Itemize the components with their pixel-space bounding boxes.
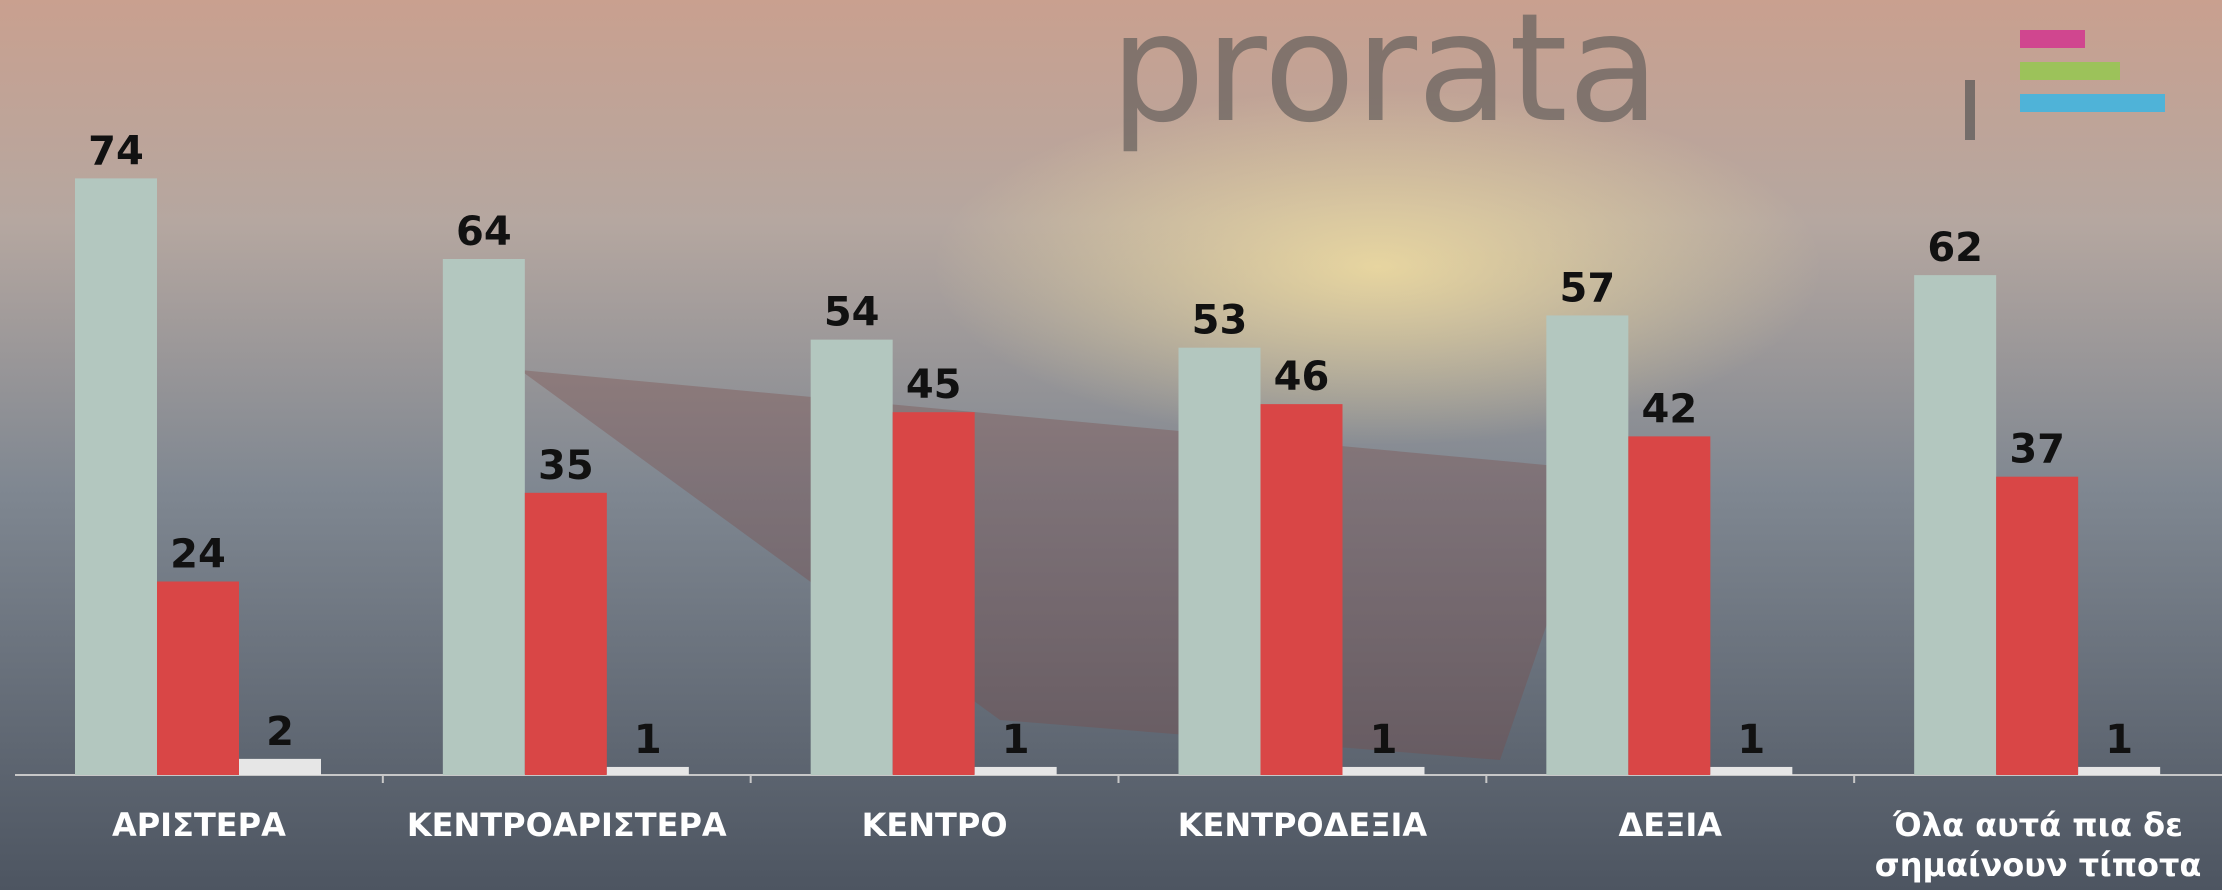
value-label: 1	[2105, 717, 2133, 763]
bar	[443, 259, 525, 775]
x-tick-label: ΚΕΝΤΡΟΑΡΙΣΤΕΡΑ	[397, 805, 737, 845]
bar	[239, 759, 321, 775]
value-label: 1	[1002, 717, 1030, 763]
x-tick-label: ΚΕΝΤΡΟΔΕΞΙΑ	[1132, 805, 1472, 845]
bar	[975, 767, 1057, 775]
value-label: 1	[1370, 717, 1398, 763]
x-tick-label: ΑΡΙΣΤΕΡΑ	[29, 805, 369, 845]
bar	[157, 582, 239, 776]
value-label: 62	[1927, 225, 1983, 271]
bar	[525, 493, 607, 775]
value-label: 1	[1737, 717, 1765, 763]
value-label: 74	[88, 128, 144, 174]
bar	[2078, 767, 2160, 775]
page: prorata 74 24 2 64 35 1 54 45 1 53 46 1 57 42 1 62 37 1 Α…	[0, 0, 2222, 890]
value-label: 37	[2009, 427, 2065, 473]
logo-stripe	[2020, 94, 2165, 112]
bar	[1261, 404, 1343, 775]
x-tick-label: ΚΕΝΤΡΟ	[765, 805, 1105, 845]
value-label: 54	[824, 290, 880, 336]
logo-bar	[1965, 80, 1975, 140]
logo: prorata	[1110, 0, 1660, 156]
bar	[1628, 436, 1710, 775]
value-label: 53	[1192, 298, 1248, 344]
bar	[1914, 275, 1996, 775]
bar	[1996, 477, 2078, 775]
bar	[607, 767, 689, 775]
chart: prorata 74 24 2 64 35 1 54 45 1 53 46 1 57 42 1 62 37 1	[0, 0, 2222, 890]
value-label: 35	[538, 443, 594, 489]
value-label: 64	[456, 209, 512, 255]
value-label: 24	[170, 532, 226, 578]
value-label: 45	[906, 362, 962, 408]
value-label: 42	[1641, 386, 1697, 432]
value-label: 1	[634, 717, 662, 763]
logo-stripe	[2020, 62, 2120, 80]
bar	[1179, 348, 1261, 775]
bar	[1710, 767, 1792, 775]
bar	[893, 412, 975, 775]
bar	[75, 178, 157, 775]
bar	[1546, 315, 1628, 775]
logo-stripe	[2020, 30, 2085, 48]
x-tick-label: ΔΕΞΙΑ	[1500, 805, 1840, 845]
value-label: 46	[1274, 354, 1330, 400]
value-label: 57	[1559, 265, 1615, 311]
bar	[811, 340, 893, 775]
bar	[1343, 767, 1425, 775]
value-label: 2	[266, 709, 294, 755]
x-tick-label: Όλα αυτά πια δε σημαίνουν τίποτα	[1868, 805, 2208, 885]
